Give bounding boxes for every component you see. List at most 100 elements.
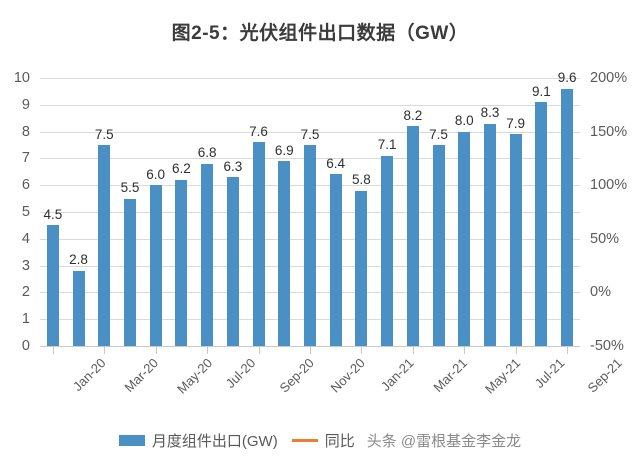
bar-slot: 7.9 <box>503 78 529 346</box>
bar-value-label: 7.1 <box>377 137 397 153</box>
x-axis-tick-mark <box>412 346 414 354</box>
gridline <box>40 131 580 133</box>
chart-title: 图2-5：光伏组件出口数据（GW） <box>171 23 469 44</box>
bar[interactable] <box>432 145 445 346</box>
bar-slot: 7.1 <box>374 78 400 346</box>
bar-value-label: 6.0 <box>146 166 166 182</box>
bar[interactable] <box>483 123 496 346</box>
x-axis-tick-mark <box>515 346 517 354</box>
y2-axis-tick-label: 50% <box>590 230 620 247</box>
bar-value-label: 9.1 <box>532 83 551 99</box>
plot-area: 4.5 2.8 7.5 5.5 6.0 6.2 6.8 6.3 7.6 6.9 7.5 6.4 5.8 7… <box>40 71 580 347</box>
gridline <box>40 78 580 79</box>
x-axis-tick-mark <box>361 346 363 354</box>
bar-slot: 7.5 <box>91 78 117 346</box>
x-axis-tick-label: Sep-20 <box>276 355 317 396</box>
y-axis-tick-label: 9 <box>21 96 30 113</box>
x-axis-tick-label: May-20 <box>173 355 215 397</box>
bar-value-label: 5.5 <box>120 180 140 196</box>
x-axis-tick-label: Mar-20 <box>121 355 162 396</box>
bar-value-label: 9.6 <box>557 70 577 86</box>
y-axis-tick-label: 4 <box>21 230 30 247</box>
bar[interactable] <box>381 155 394 346</box>
y-axis-tick-label: 10 <box>13 69 30 86</box>
x-axis-tick-mark <box>104 346 106 354</box>
bar-value-label: 7.5 <box>300 126 320 142</box>
bar[interactable] <box>226 177 239 346</box>
x-axis-tick-label: Nov-20 <box>327 355 368 396</box>
bar-slot: 2.8 <box>66 78 92 346</box>
bar-slot: 7.6 <box>246 78 272 346</box>
y-axis-tick-label: 2 <box>21 284 30 301</box>
bar-swatch-icon <box>118 435 145 446</box>
bar[interactable] <box>509 134 522 346</box>
x-axis-tick-mark <box>258 346 260 354</box>
y-axis-tick-label: 5 <box>21 203 30 220</box>
bar[interactable] <box>252 142 265 346</box>
bar-slot: 9.6 <box>554 71 580 346</box>
y2-axis-tick-label: -50% <box>590 337 624 354</box>
bar[interactable] <box>278 161 291 346</box>
x-axis-tick-label: Mar-21 <box>430 355 470 396</box>
watermark-text: 头条 @雷根基金李金龙 <box>366 433 522 450</box>
bar-slot: 5.8 <box>349 78 375 346</box>
bar-value-label: 7.5 <box>94 126 114 142</box>
bar[interactable] <box>406 126 419 346</box>
bar[interactable] <box>175 179 188 346</box>
bar-slot: 8.2 <box>400 78 426 346</box>
x-axis-tick-label: Jul-20 <box>222 355 259 391</box>
y-axis-tick-label: 8 <box>21 123 30 140</box>
bar[interactable] <box>458 131 471 346</box>
x-axis-tick-mark <box>155 346 157 354</box>
x-axis-tick-mark <box>207 346 209 354</box>
x-axis-labels: Jan-20 Mar-20 May-20 Jul-20 Sep-20 Nov-20 Jan-… <box>40 355 625 420</box>
bar-value-label: 7.9 <box>506 115 526 131</box>
bar-slot: 6.3 <box>220 78 246 346</box>
bar[interactable] <box>535 102 548 346</box>
x-axis-tick-mark <box>567 346 569 354</box>
chart-legend: 月度组件出口(GW) 同比 头条 @雷根基金李金龙 <box>0 430 640 451</box>
bar[interactable] <box>303 145 316 346</box>
x-axis-tick-mark <box>310 346 311 354</box>
line-swatch-icon <box>291 439 318 442</box>
legend-item-label: 月度组件出口(GW) <box>151 433 278 450</box>
bar-slot: 9.1 <box>529 78 555 346</box>
bar-value-label: 7.6 <box>249 123 268 139</box>
legend-item-line[interactable]: 同比 <box>291 430 355 451</box>
bar[interactable] <box>329 174 342 346</box>
bar[interactable] <box>149 185 162 346</box>
legend-item-bar[interactable]: 月度组件出口(GW) <box>118 430 278 451</box>
bar[interactable] <box>561 88 574 346</box>
bar-value-label: 4.5 <box>43 206 63 222</box>
bar-value-label: 8.3 <box>480 105 500 121</box>
bar-slot: 8.3 <box>477 78 503 346</box>
bar-slot: 6.9 <box>271 78 297 346</box>
x-axis-tick-label: Jul-21 <box>531 355 568 391</box>
bar-value-label: 6.9 <box>274 142 294 158</box>
bar[interactable] <box>123 198 136 346</box>
bar-slot: 6.8 <box>194 78 220 346</box>
bar-value-label: 6.3 <box>223 158 243 174</box>
y-axis-tick-label: 1 <box>21 310 30 327</box>
bar[interactable] <box>201 163 214 346</box>
bar-value-label: 8.0 <box>454 113 474 129</box>
y-axis-tick-label: 0 <box>21 337 30 354</box>
gridline <box>40 104 580 106</box>
y-axis-tick-label: 3 <box>21 257 30 274</box>
bar[interactable] <box>46 225 59 346</box>
bar-slot: 7.5 <box>426 78 452 346</box>
bar[interactable] <box>355 190 368 346</box>
y-axis-right: -50% 0% 50% 100% 150% 200% <box>584 71 640 353</box>
bar-value-label: 5.8 <box>352 172 371 188</box>
y-axis-tick-label: 7 <box>21 150 30 167</box>
x-axis-ticks <box>40 346 580 356</box>
x-axis-tick-mark <box>464 346 466 354</box>
bar-slot: 6.4 <box>323 78 349 346</box>
bar[interactable] <box>98 145 111 346</box>
x-axis-tick-label: May-21 <box>482 355 524 397</box>
bar-value-label: 6.4 <box>326 155 346 171</box>
bar-value-label: 2.8 <box>69 252 88 268</box>
bar-value-label: 6.2 <box>172 161 191 177</box>
bar[interactable] <box>72 270 85 346</box>
